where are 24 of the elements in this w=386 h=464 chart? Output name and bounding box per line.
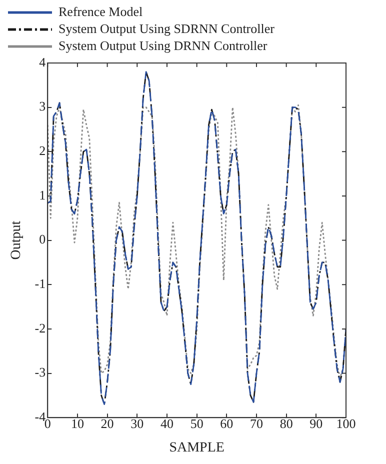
line-series (48, 71, 346, 406)
legend-label: Refrence Model (58, 4, 143, 19)
y-tick-label: 4 (39, 54, 46, 70)
y-tick-label: 0 (39, 232, 46, 247)
y-tick-label: -1 (34, 276, 46, 292)
x-tick-label: 80 (280, 416, 293, 431)
x-tick-label: 70 (250, 416, 263, 431)
legend-label: System Output Using DRNN Controller (58, 38, 268, 53)
y-tick-label: 1 (39, 187, 46, 202)
y-tick-label: -2 (34, 320, 46, 336)
x-axis-title: SAMPLE (169, 440, 224, 456)
x-tick-label: 40 (160, 416, 174, 431)
x-tick-label: 30 (130, 416, 144, 431)
x-tick-label: 20 (100, 416, 114, 431)
x-tick-label: 90 (310, 416, 323, 431)
y-tick-label: 2 (39, 143, 46, 158)
x-tick-label: 100 (336, 416, 356, 431)
y-tick-label: 3 (39, 98, 46, 114)
y-tick-label: -3 (34, 364, 46, 380)
x-tick-label: 50 (190, 416, 204, 431)
x-tick-label: 10 (70, 416, 84, 431)
x-tick-label: 60 (220, 416, 234, 431)
legend-label: System Output Using SDRNN Controller (58, 20, 276, 36)
y-axis-title: Output (9, 220, 24, 260)
